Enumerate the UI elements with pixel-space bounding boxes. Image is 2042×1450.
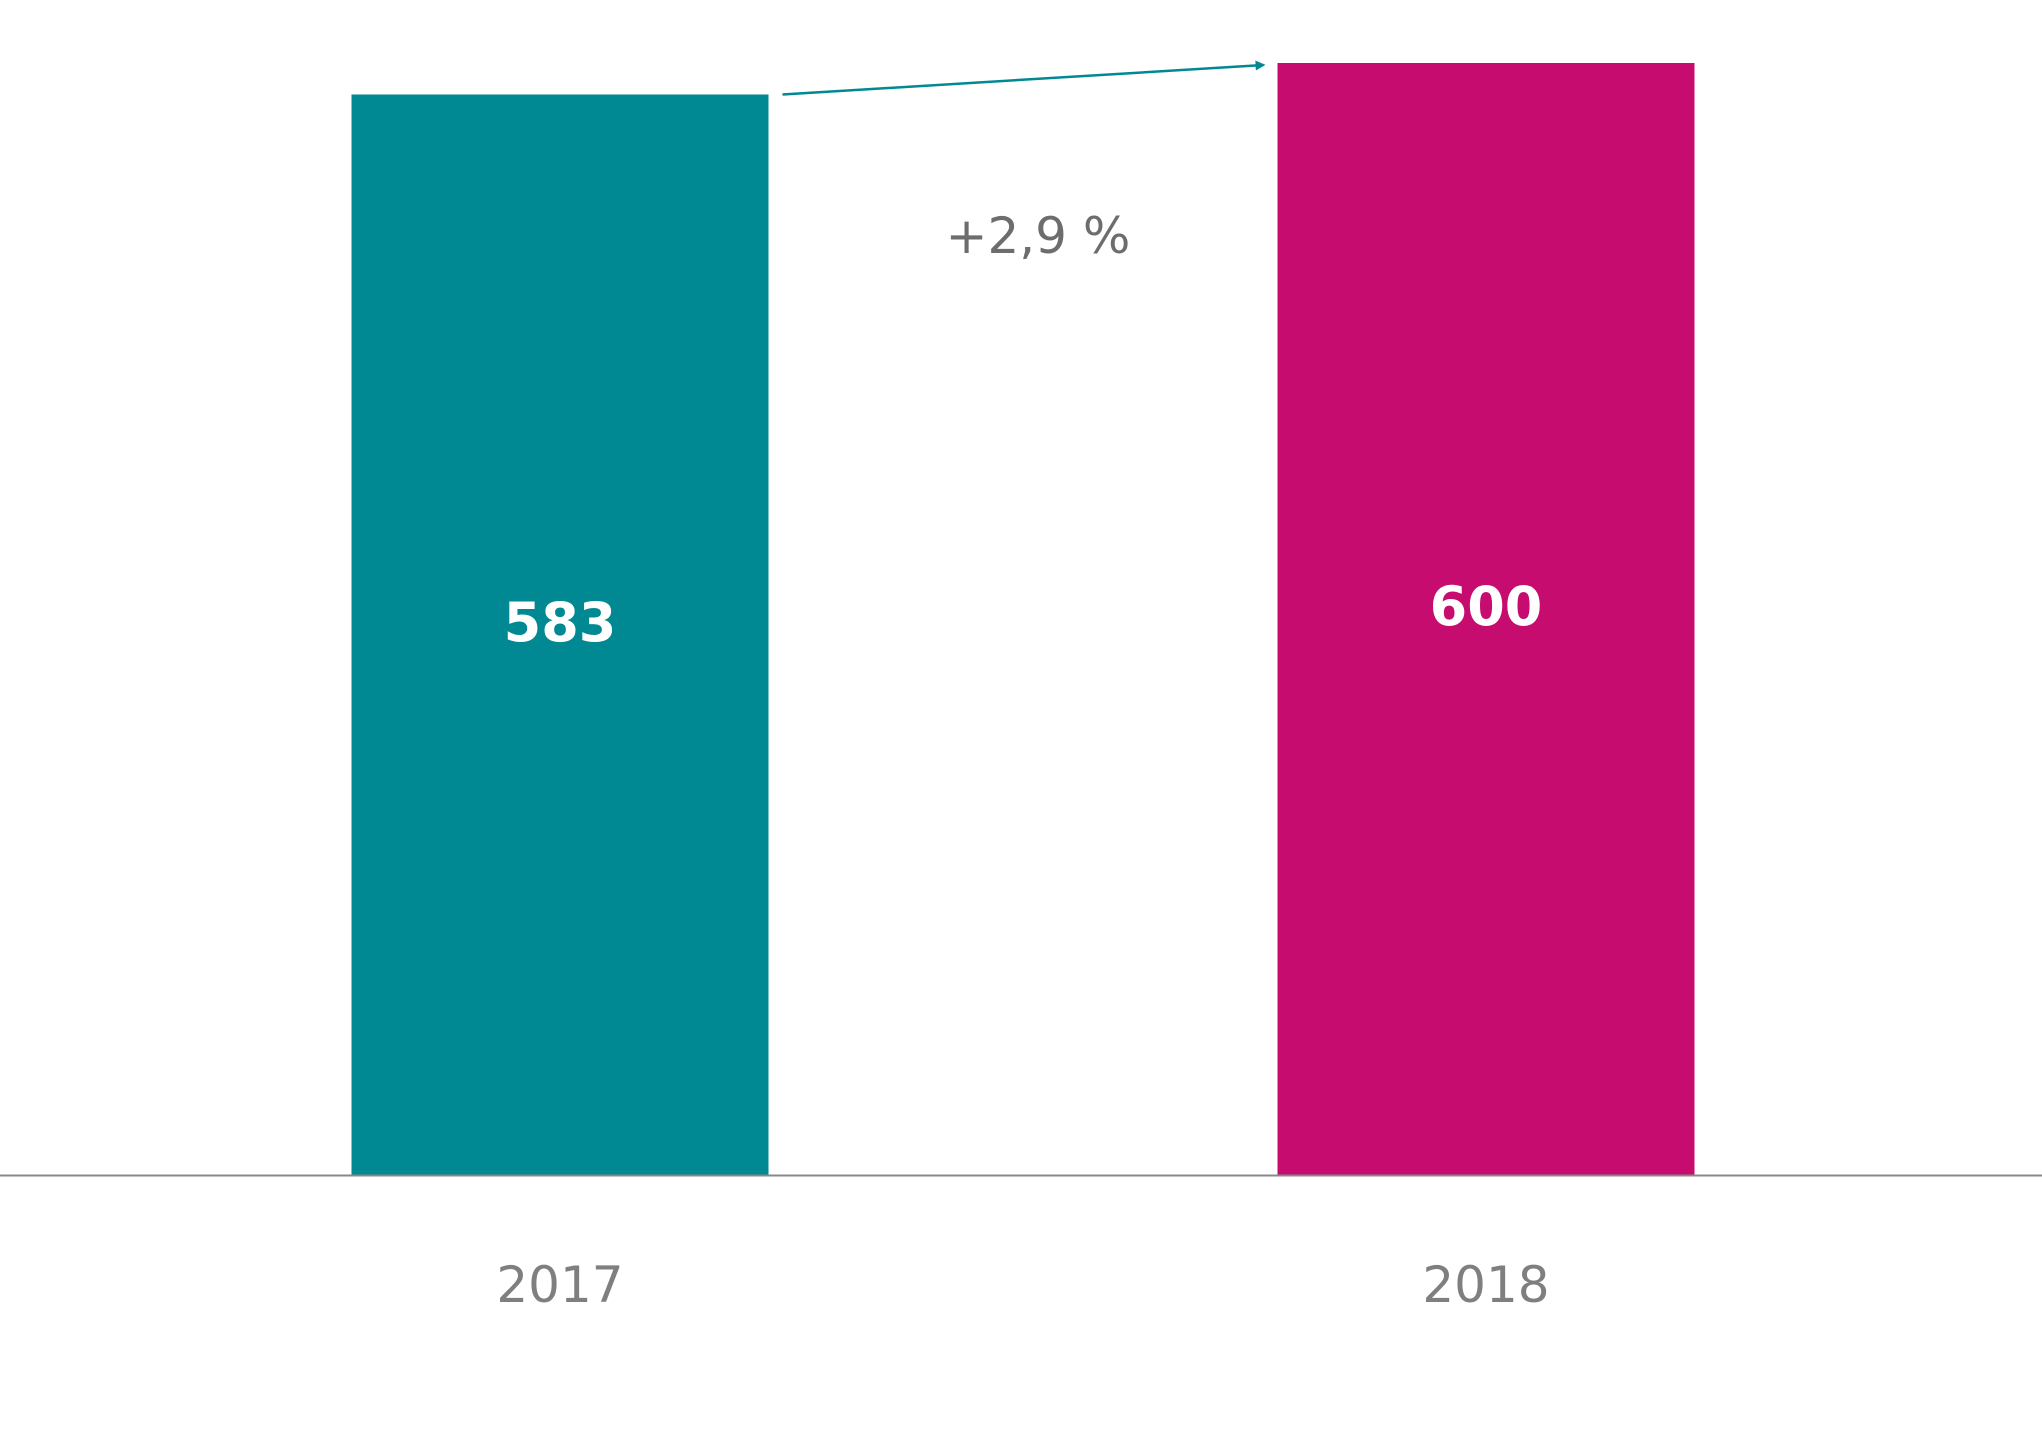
data-label-2018: 600 (1430, 575, 1543, 638)
growth-arrow (782, 60, 1266, 96)
x-tick-label-2018: 2018 (1422, 1256, 1549, 1314)
growth-percent-label: +2,9 % (946, 207, 1131, 265)
data-label-2017: 583 (504, 591, 617, 654)
bar-2018 (1277, 63, 1695, 1175)
x-tick-label-2017: 2017 (496, 1256, 623, 1314)
bar-2017 (351, 94, 769, 1175)
